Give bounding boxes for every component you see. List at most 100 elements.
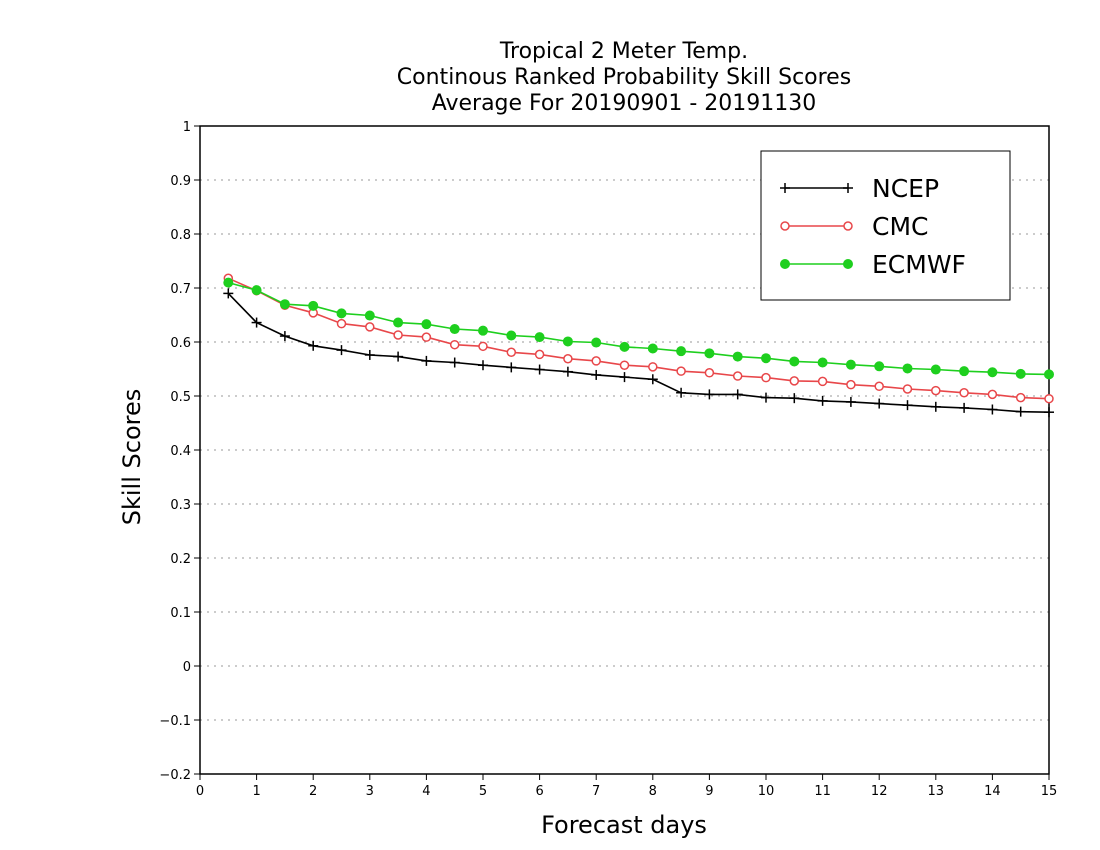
data-point-ecmwf (789, 356, 800, 367)
data-point-ecmwf (704, 348, 715, 359)
data-point-ecmwf (845, 359, 856, 370)
x-tick-label: 6 (535, 784, 543, 799)
data-point-ecmwf (393, 317, 404, 328)
x-tick-label: 3 (366, 784, 374, 799)
data-point-cmc (732, 371, 743, 381)
y-tick-label: 0 (183, 660, 191, 675)
data-point-cmc (534, 349, 545, 360)
data-point-ecmwf (308, 300, 319, 311)
x-tick-label: 12 (871, 784, 888, 799)
data-point-cmc (648, 362, 658, 372)
chart-title-line-1: Tropical 2 Meter Temp. (499, 39, 748, 64)
data-point-ncep (336, 345, 347, 356)
data-point-ncep (506, 362, 517, 373)
legend-item-ncep: NCEP (780, 174, 939, 203)
data-point-cmc (704, 368, 715, 378)
x-tick-label: 2 (309, 784, 317, 799)
data-point-cmc (365, 322, 375, 332)
series-ecmwf (223, 277, 1054, 380)
data-point-cmc (817, 376, 828, 387)
data-point-ecmwf (591, 337, 602, 348)
data-point-ncep (874, 398, 885, 409)
data-point-cmc (1044, 393, 1054, 404)
x-tick-label: 7 (592, 784, 600, 799)
data-point-ecmwf (987, 367, 998, 378)
data-point-cmc (449, 339, 460, 350)
x-tick-label: 4 (422, 784, 430, 799)
y-axis: −0.2 −0.1 0 0.1 0.2 0.3 0.4 0.5 0.6 0.7 0.8 0.9 1 (159, 120, 200, 783)
legend-marker-cmc (843, 221, 853, 231)
data-point-cmc (1015, 392, 1026, 403)
y-axis-title: Skill Scores (118, 389, 146, 526)
legend-label-cmc: CMC (872, 212, 928, 241)
data-point-ncep (987, 404, 998, 415)
legend-marker-ncep (843, 183, 853, 193)
data-point-ncep (223, 288, 234, 299)
data-point-ncep (732, 389, 743, 400)
data-point-ncep (421, 355, 432, 366)
data-point-ecmwf (506, 330, 517, 341)
x-tick-label: 13 (928, 784, 945, 799)
y-tick-label: 0.5 (170, 390, 191, 405)
data-point-cmc (874, 381, 884, 392)
data-point-ncep (619, 372, 630, 383)
legend: NCEP CMC ECMWF (760, 150, 1011, 301)
data-point-ecmwf (959, 366, 970, 377)
y-tick-label: 0.9 (170, 174, 191, 189)
y-tick-label: 0.1 (170, 606, 191, 621)
data-point-ecmwf (449, 324, 460, 335)
data-point-ncep (789, 393, 800, 404)
data-point-ecmwf (1044, 369, 1054, 380)
y-tick-label: 0.6 (170, 336, 191, 351)
data-point-ncep (959, 402, 970, 413)
data-point-ncep (562, 366, 573, 377)
data-point-ecmwf (761, 353, 771, 364)
data-point-ncep (845, 396, 856, 407)
data-point-ncep (817, 395, 828, 406)
legend-label-ecmwf: ECMWF (872, 250, 966, 279)
legend-item-cmc: CMC (780, 212, 928, 241)
x-tick-label: 14 (984, 784, 1001, 799)
data-point-ecmwf (817, 357, 828, 368)
data-point-cmc (421, 332, 432, 342)
data-point-ncep (761, 392, 771, 403)
data-point-ecmwf (279, 299, 290, 310)
data-point-ncep (676, 387, 687, 398)
data-point-cmc (393, 330, 403, 340)
data-point-ecmwf (732, 351, 743, 362)
data-point-ecmwf (874, 361, 885, 372)
y-tick-label: −0.2 (159, 768, 191, 783)
data-point-ecmwf (1015, 368, 1026, 379)
data-point-cmc (761, 372, 771, 383)
data-point-ecmwf (930, 364, 941, 375)
data-point-ncep (930, 401, 941, 412)
data-point-cmc (987, 389, 998, 400)
chart-title-line-3: Average For 20190901 - 20191130 (432, 91, 817, 116)
data-point-ncep (449, 357, 460, 368)
x-axis: 0 1 2 3 4 5 6 7 8 9 10 11 12 13 14 15 (196, 774, 1057, 799)
x-tick-label: 0 (196, 784, 204, 799)
data-point-ecmwf (647, 343, 658, 354)
data-point-ncep (279, 331, 290, 342)
data-point-ncep (251, 317, 262, 328)
chart-title: Tropical 2 Meter Temp. Continous Ranked … (397, 39, 851, 116)
data-point-ncep (364, 349, 375, 360)
data-point-ecmwf (676, 346, 687, 357)
data-point-cmc (336, 318, 347, 329)
data-point-ecmwf (421, 319, 432, 330)
series-ncep (223, 288, 1054, 418)
data-point-ecmwf (223, 277, 234, 288)
y-tick-label: 0.3 (170, 498, 191, 513)
data-point-cmc (478, 341, 488, 352)
legend-marker-cmc (780, 221, 790, 231)
y-tick-label: −0.1 (159, 714, 191, 729)
x-tick-label: 11 (814, 784, 831, 799)
data-point-cmc (789, 376, 800, 386)
data-point-ncep (534, 364, 545, 375)
data-point-ecmwf (364, 310, 375, 321)
data-point-ncep (393, 351, 404, 362)
data-point-ncep (308, 340, 319, 351)
x-tick-label: 15 (1041, 784, 1058, 799)
data-point-cmc (676, 366, 686, 376)
data-point-cmc (931, 385, 941, 396)
